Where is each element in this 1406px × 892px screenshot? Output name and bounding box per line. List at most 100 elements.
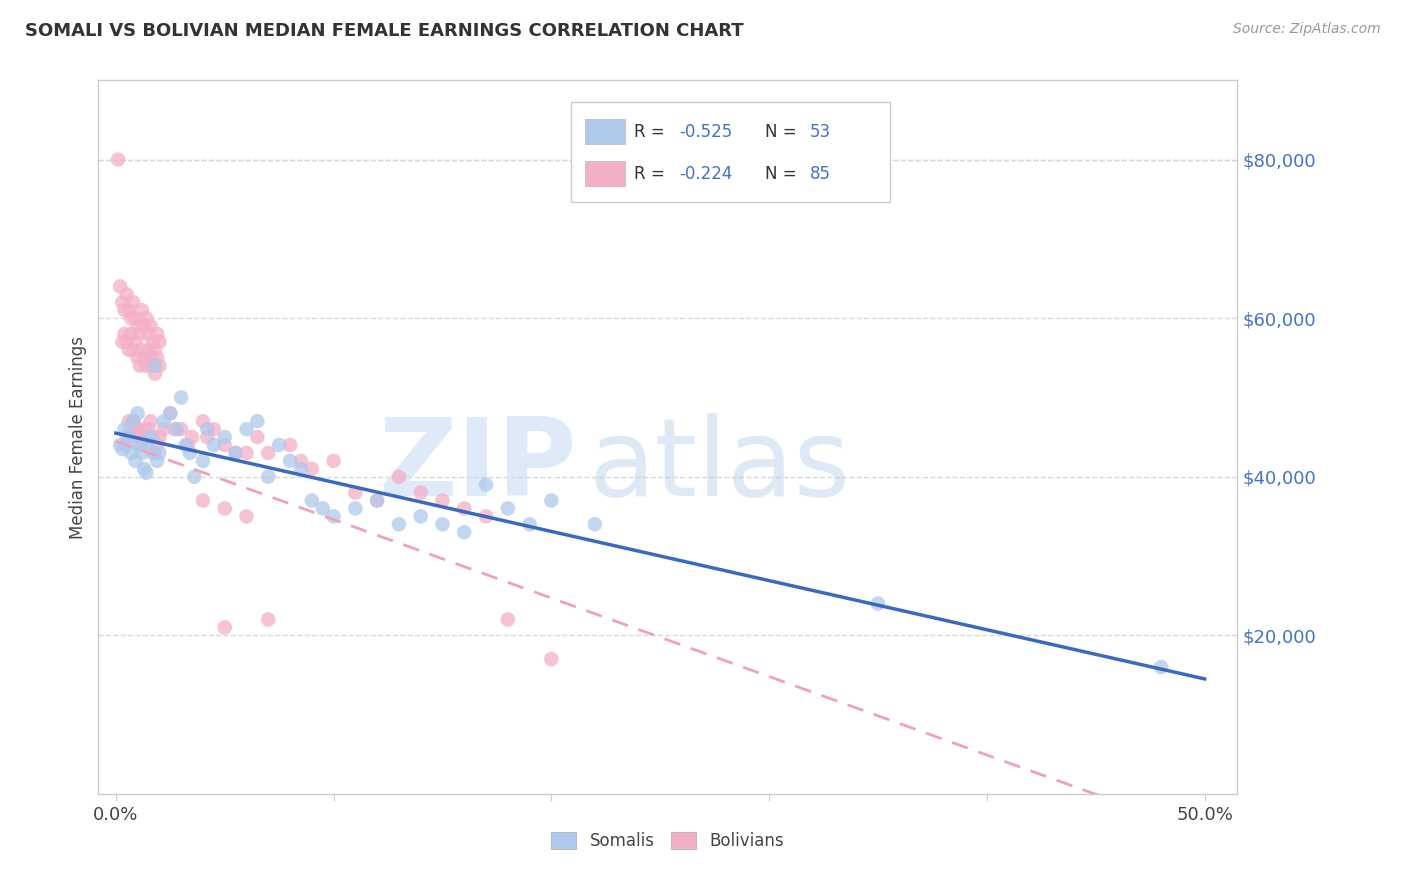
Point <box>159 406 181 420</box>
Point <box>114 326 136 341</box>
Point <box>139 319 162 334</box>
Point <box>128 438 150 452</box>
FancyBboxPatch shape <box>585 161 624 186</box>
Point <box>122 414 145 428</box>
Point <box>519 517 541 532</box>
Point <box>301 493 323 508</box>
Point <box>122 343 145 357</box>
Point <box>143 367 166 381</box>
Point <box>176 438 198 452</box>
Point <box>124 334 146 349</box>
Point <box>214 430 236 444</box>
Point <box>195 422 218 436</box>
Text: R =: R = <box>634 165 669 183</box>
Point <box>366 493 388 508</box>
Point <box>235 446 257 460</box>
Point <box>246 430 269 444</box>
Point <box>583 517 606 532</box>
Point <box>496 612 519 626</box>
Point <box>409 485 432 500</box>
Point <box>152 422 174 436</box>
Point <box>134 462 156 476</box>
Point <box>183 469 205 483</box>
Point <box>128 430 150 444</box>
Point <box>131 438 153 452</box>
Point <box>170 422 193 436</box>
Point <box>496 501 519 516</box>
Point <box>366 493 388 508</box>
Point <box>115 334 138 349</box>
Point <box>111 442 134 456</box>
Point <box>246 414 269 428</box>
Point <box>139 430 162 444</box>
Point <box>114 422 136 436</box>
Point <box>388 469 411 483</box>
Text: SOMALI VS BOLIVIAN MEDIAN FEMALE EARNINGS CORRELATION CHART: SOMALI VS BOLIVIAN MEDIAN FEMALE EARNING… <box>25 22 744 40</box>
Point <box>134 422 156 436</box>
Point <box>118 414 141 428</box>
Point <box>135 359 157 373</box>
FancyBboxPatch shape <box>571 102 890 202</box>
Point <box>322 509 344 524</box>
Point <box>225 446 247 460</box>
Point <box>142 446 165 460</box>
Point <box>118 343 141 357</box>
Point <box>134 319 156 334</box>
Point <box>146 438 169 452</box>
Point <box>195 430 218 444</box>
Point <box>191 454 214 468</box>
Point <box>388 517 411 532</box>
Point <box>344 485 367 500</box>
Point <box>301 462 323 476</box>
Point <box>202 438 225 452</box>
Point <box>432 493 454 508</box>
Point <box>269 438 291 452</box>
Point <box>124 311 146 326</box>
Point <box>131 343 153 357</box>
Point <box>453 525 475 540</box>
Text: N =: N = <box>765 123 801 141</box>
Text: -0.525: -0.525 <box>679 123 733 141</box>
Point <box>344 501 367 516</box>
Point <box>214 501 236 516</box>
Point <box>1150 660 1173 674</box>
Point <box>115 430 138 444</box>
Point <box>540 493 562 508</box>
Point <box>108 279 131 293</box>
Point <box>278 454 301 468</box>
Point <box>214 438 236 452</box>
Point <box>148 446 170 460</box>
Point <box>146 454 169 468</box>
Point <box>866 597 889 611</box>
Point <box>142 430 165 444</box>
Point <box>475 509 498 524</box>
Point <box>146 351 169 365</box>
Point <box>131 303 153 318</box>
Point <box>120 422 142 436</box>
Point <box>225 446 247 460</box>
Point <box>322 454 344 468</box>
Point <box>138 326 160 341</box>
Point <box>138 343 160 357</box>
Point <box>214 620 236 634</box>
Point <box>257 469 280 483</box>
Point <box>139 414 162 428</box>
Point <box>107 153 129 167</box>
Legend: Somalis, Bolivians: Somalis, Bolivians <box>544 825 792 857</box>
Point <box>127 319 149 334</box>
Point <box>174 438 197 452</box>
Point <box>146 326 169 341</box>
Text: 85: 85 <box>810 165 831 183</box>
Point <box>114 303 136 318</box>
Point <box>127 422 149 436</box>
Point <box>122 295 145 310</box>
Text: N =: N = <box>765 165 801 183</box>
Point <box>138 434 160 448</box>
Point <box>166 422 188 436</box>
Text: Source: ZipAtlas.com: Source: ZipAtlas.com <box>1233 22 1381 37</box>
Point <box>111 334 134 349</box>
Point <box>148 334 170 349</box>
Point <box>257 446 280 460</box>
Point <box>475 477 498 491</box>
Point <box>170 391 193 405</box>
